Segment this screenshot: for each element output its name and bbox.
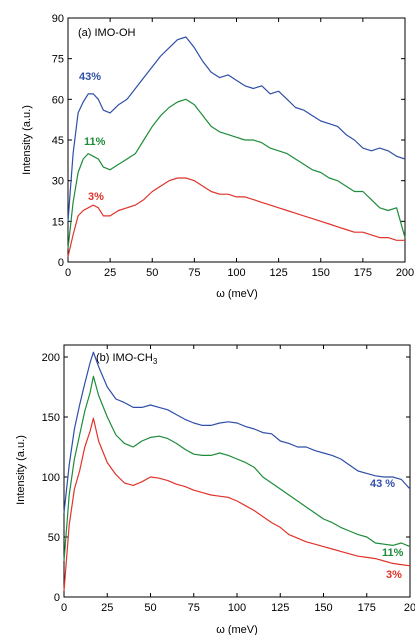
panel-b-x-tick-label: 175: [358, 602, 376, 614]
panel-a-y-tick-label: 45: [52, 135, 64, 147]
panel-b-panel-label-subscript: 3: [153, 357, 158, 366]
panel-b-x-tick-label: 20: [404, 602, 415, 614]
panel-a-x-axis-title: ω (meV): [216, 288, 258, 300]
panel-a-y-tick-label: 90: [52, 13, 64, 25]
panel-a-y-tick-label: 0: [58, 257, 64, 269]
panel-a-panel-label: (a) IMO-OH: [78, 27, 135, 39]
panel-a-x-tick-label: 75: [188, 267, 200, 279]
panel-a-x-tick-label: 25: [104, 267, 116, 279]
panel-b-x-tick-label: 150: [314, 602, 332, 614]
panel-b-x-tick-label: 25: [101, 602, 113, 614]
panel-b-series-label: 43 %: [370, 478, 395, 490]
panel-a-series-line-1: [67, 36, 406, 222]
panel-b-y-tick-label: 0: [54, 592, 60, 604]
panel-a-series-label: 3%: [88, 191, 104, 203]
panel-a-y-tick-label: 75: [52, 54, 64, 66]
panel-b-x-axis-title: ω (meV): [216, 624, 258, 635]
panel-a-y-tick-label: 30: [52, 176, 64, 188]
panel-b-series-label: 11%: [382, 547, 404, 559]
panel-b-series-label: 3%: [386, 569, 402, 581]
panel-b-y-tick-label: 200: [42, 352, 60, 364]
panel-b-panel-label: (b) IMO-CH3: [96, 352, 158, 366]
panel-a-x-tick-label: 125: [269, 267, 287, 279]
panel-b-x-tick-label: 125: [271, 602, 289, 614]
panel-b-series-line-2: [63, 375, 411, 562]
panel-b-y-tick-label: 100: [42, 472, 60, 484]
panel-b-y-axis-title: Intensity (a.u.): [15, 435, 27, 505]
panel-a-series-label: 43%: [79, 71, 101, 83]
panel-a-x-tick-label: 175: [354, 267, 372, 279]
panel-a-y-tick-label: 60: [52, 94, 64, 106]
panel-a-series-line-2: [67, 98, 406, 249]
panel-a-y-tick-label: 15: [52, 216, 64, 228]
panel-a-x-tick-label: 50: [146, 267, 158, 279]
panel-b-x-tick-label: 0: [61, 602, 67, 614]
panel-a-x-tick-label: 100: [227, 267, 245, 279]
panel-a-series-label: 11%: [84, 136, 106, 148]
panel-b-x-tick-label: 100: [228, 602, 246, 614]
panel-b-y-tick-label: 50: [48, 532, 60, 544]
panel-a-x-tick-label: 0: [65, 267, 71, 279]
panel-a-series-line-3: [67, 177, 405, 257]
panel-b-y-tick-label: 150: [42, 412, 60, 424]
panel-a-y-axis-title: Intensity (a.u.): [21, 105, 33, 175]
panel-a-x-tick-label: 200: [396, 267, 414, 279]
panel-a-x-tick-label: 150: [312, 267, 330, 279]
panel-b-series-line-3: [63, 417, 411, 592]
panel-b-x-tick-label: 50: [144, 602, 156, 614]
panel-b-series-line-1: [63, 351, 411, 514]
panel-b-x-tick-label: 75: [188, 602, 200, 614]
